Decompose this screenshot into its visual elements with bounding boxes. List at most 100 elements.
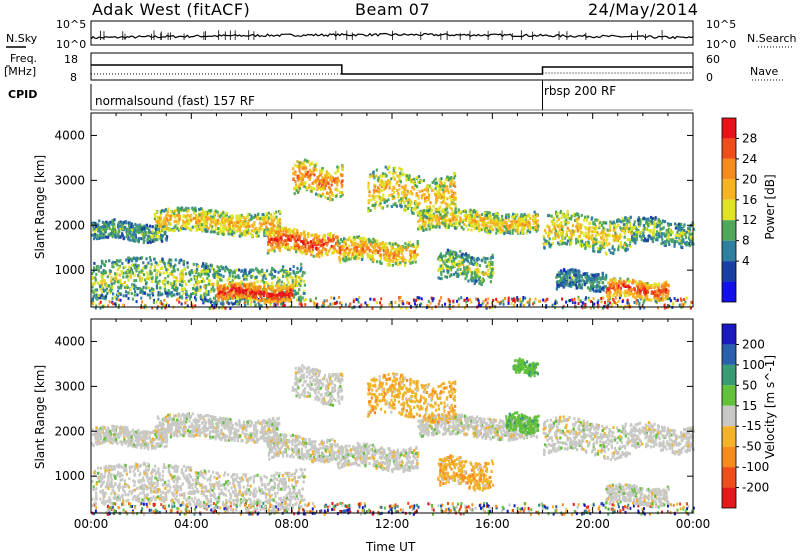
power-band-cell (145, 277, 148, 280)
power-band-cell (243, 304, 247, 307)
power-band-cell (576, 238, 579, 242)
power-band-cell (236, 221, 239, 225)
power-band-cell (369, 249, 373, 253)
power-band-cell (181, 280, 184, 284)
power-band-cell (132, 232, 135, 236)
power-band-cell (246, 283, 250, 286)
power-noise-cell (234, 296, 237, 300)
power-band-cell (141, 288, 144, 292)
power-band-cell (453, 226, 456, 230)
power-band-cell (567, 221, 570, 225)
power-band-cell (214, 300, 217, 304)
power-noise-cell (406, 301, 409, 305)
power-band-cell (562, 241, 565, 245)
power-band-cell (582, 218, 585, 222)
power-band-cell (378, 246, 381, 250)
power-noise-cell (144, 306, 147, 310)
power-band-cell (364, 244, 367, 248)
power-band-cell (473, 222, 476, 226)
power-noise-cell (369, 297, 372, 301)
power-band-cell (141, 276, 144, 280)
power-band-cell (317, 251, 320, 255)
power-band-cell (362, 241, 365, 245)
power-band-cell (553, 222, 556, 226)
power-band-cell (369, 242, 372, 246)
power-band-cell (516, 226, 519, 230)
power-band-cell (197, 273, 200, 277)
power-band-cell (111, 265, 114, 269)
power-band-cell (124, 290, 128, 294)
power-band-cell (268, 248, 271, 252)
power-band-cell (258, 303, 261, 307)
power-noise-cell (545, 304, 548, 308)
power-band-cell (165, 223, 168, 227)
power-band-cell (280, 237, 283, 241)
power-band-cell (375, 248, 378, 252)
power-band-cell (393, 254, 396, 257)
power-band-cell (180, 280, 183, 284)
power-band-cell (180, 269, 183, 273)
power-band-cell (99, 234, 102, 238)
power-band-cell (624, 241, 627, 245)
power-band-cell (494, 223, 497, 226)
power-band-cell (389, 258, 392, 262)
power-band-cell (187, 222, 191, 226)
power-band-cell (176, 206, 179, 210)
power-band-cell (521, 231, 524, 235)
power-band-cell (304, 243, 307, 247)
power-band-cell (197, 281, 201, 285)
power-band-cell (93, 282, 96, 286)
power-band-cell (606, 233, 609, 237)
power-band-cell (329, 234, 332, 238)
power-noise-cell (531, 302, 534, 306)
power-band-cell (251, 234, 254, 238)
power-band-cell (184, 225, 187, 229)
power-band-cell (638, 231, 641, 235)
power-band-cell (202, 215, 206, 219)
power-band-cell (383, 187, 386, 191)
power-band-cell (156, 263, 160, 267)
power-band-cell (102, 228, 105, 231)
power-band-cell (394, 242, 397, 246)
power-band-cell (287, 292, 290, 296)
power-band-cell (578, 228, 581, 232)
power-band-cell (605, 240, 608, 244)
power-noise-cell (414, 299, 417, 303)
power-band-cell (503, 225, 506, 229)
power-band-cell (589, 245, 592, 249)
power-band-cell (253, 221, 256, 225)
power-band-cell (167, 207, 170, 211)
power-noise-cell (495, 297, 498, 301)
power-band-cell (473, 208, 476, 212)
power-band-cell (273, 275, 276, 279)
power-noise-cell (668, 304, 671, 308)
power-band-cell (248, 218, 251, 222)
power-noise-cell (528, 301, 531, 305)
power-band-cell (289, 293, 292, 297)
power-band-cell (147, 261, 150, 265)
power-band-cell (101, 229, 104, 233)
power-noise-cell (390, 300, 393, 304)
power-band-cell (416, 242, 419, 245)
power-noise-cell (276, 302, 279, 306)
power-band-cell (214, 219, 218, 223)
power-noise-cell (335, 301, 338, 305)
power-band-cell (140, 269, 143, 273)
power-band-cell (173, 269, 176, 273)
power-band-cell (300, 231, 303, 235)
power-band-cell (338, 241, 341, 245)
power-band-cell (195, 263, 198, 266)
power-band-cell (202, 264, 205, 268)
power-band-cell (195, 222, 199, 226)
power-band-cell (125, 294, 128, 298)
power-band-cell (297, 298, 300, 302)
power-band-cell (213, 230, 216, 234)
power-band-cell (680, 235, 684, 239)
power-noise-cell (322, 301, 325, 305)
power-band-cell (360, 253, 363, 257)
power-band-cell (282, 265, 285, 269)
power-band-cell (221, 297, 224, 301)
power-band-cell (608, 248, 611, 252)
power-noise-cell (492, 298, 495, 302)
power-band-cell (467, 228, 470, 232)
